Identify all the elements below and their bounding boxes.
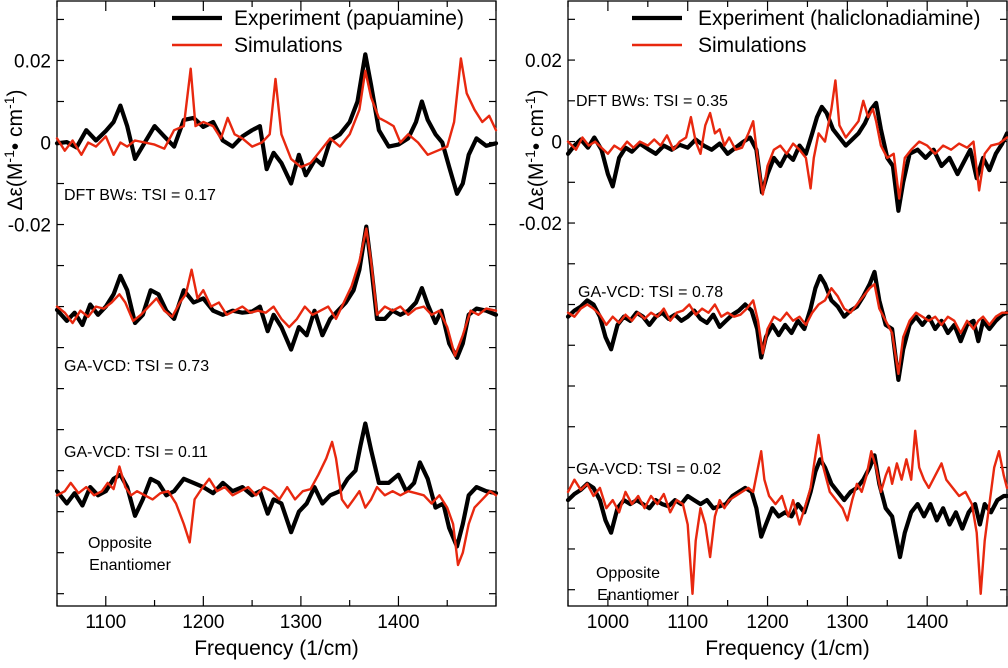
panel-annotation: DFT BWs: TSI = 0.35 <box>576 93 728 110</box>
y-axis-label: Δε(M-1• cm-1) <box>522 90 548 211</box>
opposite-enantiomer-note: Opposite <box>596 565 660 582</box>
x-axis-label: Frequency (1/cm) <box>194 637 359 660</box>
simulation-series-panel-3 <box>55 440 498 567</box>
y-axis-label: Δε(M-1• cm-1) <box>1 90 27 211</box>
experiment-series-panel-1 <box>54 52 499 196</box>
experiment-series-panel-1 <box>565 100 1008 213</box>
simulation-series-panel-1 <box>566 79 1008 200</box>
experiment-series-panel-2 <box>54 224 499 360</box>
legend-experiment-label: Experiment (papuamine) <box>234 7 464 30</box>
opposite-enantiomer-note: Enantiomer <box>597 587 679 604</box>
x-axis-label: Frequency (1/cm) <box>705 637 870 660</box>
simulation-series-panel-1 <box>55 57 498 169</box>
panel-annotation: GA-VCD: TSI = 0.78 <box>578 284 723 301</box>
x-tick-label: 1000 <box>587 612 629 633</box>
right-chart: 1000 1100 1200 1300 1400 0.02 0 -0.02 DFT BWs: T… <box>519 0 1008 660</box>
simulation-series-panel-2 <box>566 282 1008 375</box>
x-tick-label: 1200 <box>182 612 224 633</box>
x-tick-label: 1100 <box>667 612 708 633</box>
x-tick-label: 1400 <box>906 612 948 633</box>
x-tick-label: 1300 <box>826 612 868 633</box>
x-tick-label: 1200 <box>746 612 788 633</box>
legend-experiment-label: Experiment (haliclonadiamine) <box>698 7 980 30</box>
legend-simulation-label: Simulations <box>698 34 807 57</box>
panel-annotation: GA-VCD: TSI = 0.02 <box>576 461 721 478</box>
x-tick-label: 1300 <box>280 612 322 633</box>
panel-annotation: GA-VCD: TSI = 0.11 <box>64 444 208 461</box>
y-tick-label: -0.02 <box>519 214 562 235</box>
opposite-enantiomer-note: Enantiomer <box>89 557 171 574</box>
simulation-series-panel-3 <box>566 429 1008 595</box>
x-tick-label: 1100 <box>85 612 126 633</box>
y-tick-label: 0.02 <box>14 51 51 72</box>
panel-annotation: DFT BWs: TSI = 0.17 <box>64 187 216 204</box>
x-tick-label: 1400 <box>377 612 419 633</box>
left-chart: 1100 1200 1300 1400 0.02 0 -0.02 DFT BWs: TSI =… <box>1 0 499 660</box>
opposite-enantiomer-note: Opposite <box>88 535 152 552</box>
plot-frame <box>567 0 1008 607</box>
y-tick-label: 0 <box>40 134 51 155</box>
legend-simulation-label: Simulations <box>234 34 343 57</box>
simulation-series-panel-2 <box>55 227 498 357</box>
panel-annotation: GA-VCD: TSI = 0.73 <box>64 358 209 375</box>
plot-frame <box>56 0 497 607</box>
y-tick-label: -0.02 <box>8 216 51 237</box>
experiment-series-panel-3 <box>54 421 499 549</box>
y-tick-label: 0.02 <box>525 51 562 72</box>
y-tick-label: 0 <box>551 133 562 154</box>
